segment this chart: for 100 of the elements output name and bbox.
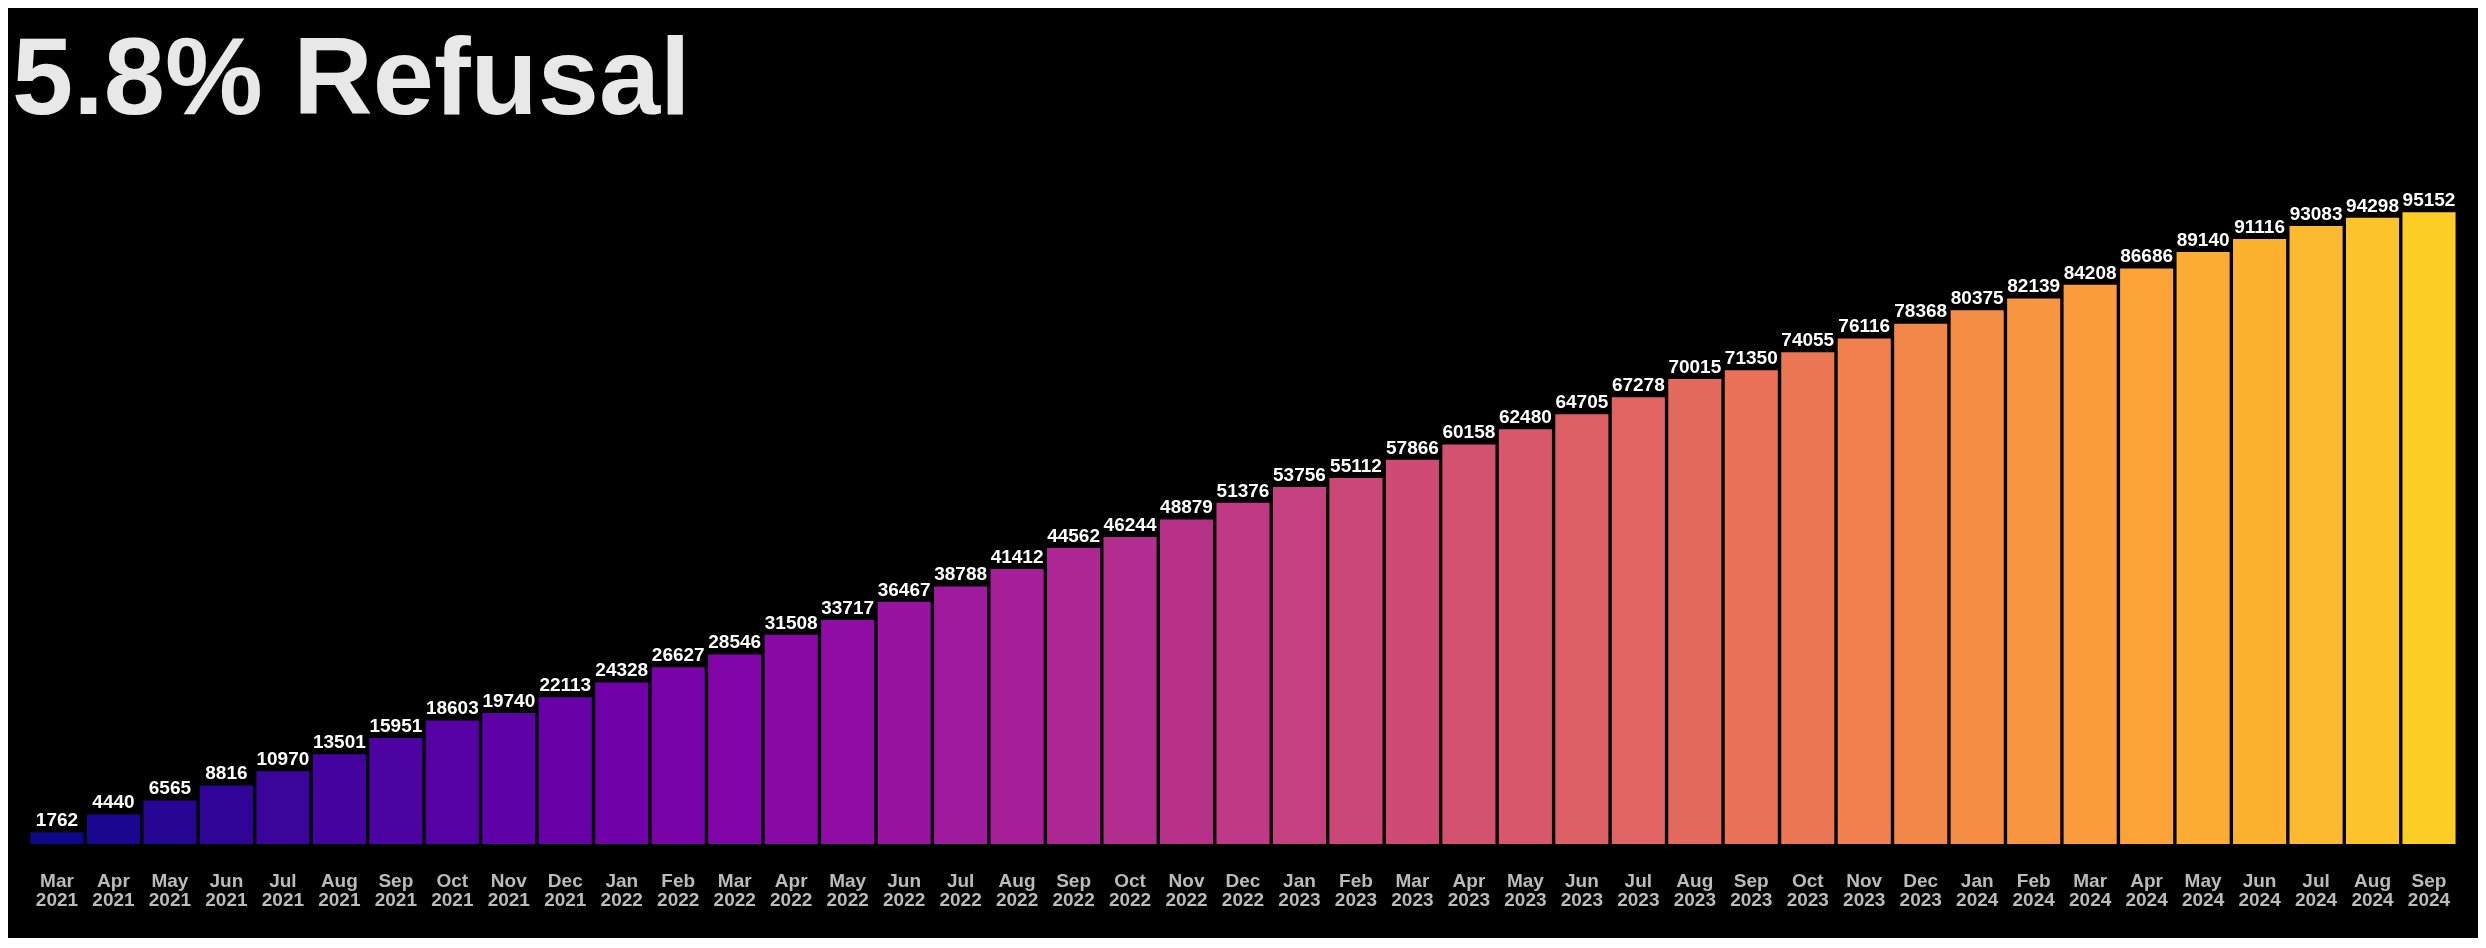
bar (482, 712, 536, 844)
data-label: 26627 (651, 643, 705, 665)
bar (934, 586, 988, 844)
data-label: 84208 (2063, 261, 2117, 283)
bar (1781, 352, 1835, 844)
x-tick-label: Apr 2024 (2125, 869, 2169, 910)
data-label: 33717 (821, 596, 875, 618)
bar (821, 620, 875, 844)
bar (990, 569, 1044, 844)
x-tick-label: Jul 2023 (1617, 869, 1660, 910)
x-tick-label: Sep 2024 (2407, 869, 2451, 910)
x-tick-label: Jul 2022 (939, 869, 982, 910)
x-tick-label: Oct 2023 (1786, 869, 1829, 910)
bar (30, 832, 84, 844)
bar (2233, 238, 2287, 844)
bar (1555, 414, 1609, 844)
x-tick-label: Aug 2021 (318, 869, 361, 910)
x-tick-label: Jul 2024 (2294, 869, 2338, 910)
data-label: 89140 (2176, 228, 2230, 250)
data-label: 10970 (256, 747, 310, 769)
x-tick-label: Mar 2024 (2069, 869, 2112, 910)
bar (256, 771, 310, 844)
x-tick-label: Jun 2023 (1560, 869, 1603, 910)
x-tick-label: Sep 2021 (374, 869, 418, 910)
bar (143, 800, 197, 844)
bar (708, 654, 762, 844)
bar (1047, 548, 1101, 844)
data-label: 95152 (2402, 188, 2456, 210)
data-label: 46244 (1103, 513, 1157, 535)
data-label: 91116 (2234, 215, 2285, 237)
bar (1498, 429, 1552, 844)
data-label: 36467 (877, 578, 931, 600)
x-tick-label: Dec 2021 (544, 869, 587, 910)
bar (2402, 212, 2456, 844)
data-label: 57866 (1386, 436, 1439, 458)
data-label: 80375 (1950, 287, 2005, 309)
data-label: 64705 (1555, 391, 1609, 413)
data-label: 55112 (1330, 454, 1382, 476)
bar (1724, 370, 1778, 844)
x-tick-label: Jun 2021 (205, 869, 248, 910)
chart-title: 5.8% Refusal (12, 14, 691, 138)
bar (2345, 217, 2400, 844)
data-label: 70015 (1668, 355, 1722, 377)
x-tick-label: Mar 2023 (1391, 869, 1434, 910)
bar (1272, 487, 1327, 844)
bar (1611, 397, 1665, 844)
data-label: 76116 (1838, 315, 1891, 337)
data-label: 6565 (148, 777, 192, 799)
x-tick-label: Jul 2021 (261, 869, 305, 910)
data-label: 62480 (1498, 405, 1552, 427)
x-tick-label: Apr 2023 (1447, 869, 1491, 910)
data-label: 38788 (934, 563, 988, 585)
data-label: 60158 (1442, 421, 1496, 443)
bar (199, 785, 253, 844)
bar (2289, 225, 2343, 844)
x-tick-label: Mar 2022 (713, 869, 756, 910)
data-label: 78368 (1894, 300, 1948, 322)
x-tick-label: Feb 2022 (657, 869, 700, 910)
bar (1442, 444, 1496, 844)
x-tick-label: May 2021 (148, 869, 192, 910)
x-tick-label: Apr 2022 (770, 869, 813, 910)
data-label: 94298 (2346, 194, 2399, 216)
bar (877, 601, 931, 844)
x-tick-label: Oct 2022 (1108, 869, 1152, 910)
data-label: 93083 (2289, 202, 2343, 224)
x-tick-label: Mar 2021 (35, 869, 79, 910)
x-tick-label: Dec 2023 (1899, 869, 1942, 910)
data-label: 8816 (205, 762, 248, 784)
data-label: 4440 (92, 791, 135, 813)
bar (1159, 519, 1214, 844)
data-label: 13501 (312, 731, 367, 753)
bar (1894, 323, 1948, 844)
data-label: 48879 (1160, 496, 1213, 518)
data-label: 51376 (1216, 479, 1270, 501)
x-tick-label: Jan 2024 (1956, 869, 1999, 910)
bar (595, 682, 649, 844)
bar (2063, 284, 2117, 844)
bar (2120, 268, 2174, 844)
x-tick-label: Sep 2023 (1730, 869, 1773, 910)
x-tick-label: Nov 2022 (1165, 869, 1208, 910)
bar (1385, 459, 1439, 844)
data-label: 15951 (369, 714, 423, 736)
data-label: 53756 (1273, 463, 1326, 485)
x-tick-label: Dec 2022 (1221, 869, 1265, 910)
bar (369, 738, 423, 844)
x-tick-label: Jun 2022 (883, 869, 926, 910)
bar (425, 720, 479, 844)
data-label: 41412 (990, 545, 1044, 567)
x-tick-label: Aug 2022 (995, 869, 1039, 910)
data-label: 28546 (708, 631, 762, 653)
data-label: 82139 (2007, 275, 2061, 297)
x-tick-label: May 2024 (2181, 869, 2225, 910)
x-tick-label: Oct 2021 (431, 869, 474, 910)
x-tick-label: May 2023 (1504, 869, 1547, 910)
bar (651, 667, 705, 844)
bar (764, 634, 818, 844)
bar (2176, 252, 2230, 844)
x-tick-label: Sep 2022 (1052, 869, 1095, 910)
data-label: 22113 (539, 673, 592, 695)
x-tick-label: Aug 2024 (2351, 869, 2395, 910)
